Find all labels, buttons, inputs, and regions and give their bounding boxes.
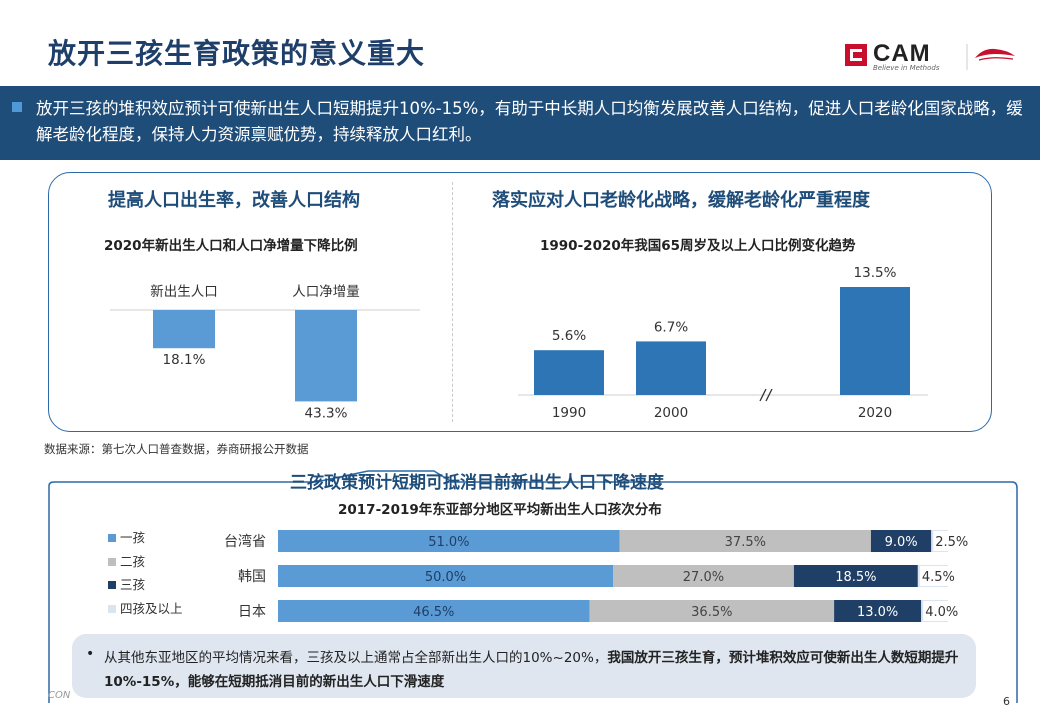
top-panel — [48, 172, 992, 432]
left-subheading: 2020年新出生人口和人口净增量下降比例 — [104, 238, 358, 254]
legend-label: 四孩及以上 — [120, 601, 183, 616]
tick-label: 2020 — [858, 405, 892, 421]
panel-divider — [452, 182, 453, 422]
bar-segment — [834, 600, 922, 622]
category-label: 人口净增量 — [292, 284, 360, 300]
bottom-heading: 三孩政策预计短期可抵消目前新出生人口下降速度 — [290, 473, 664, 493]
axis-break-mark — [759, 388, 767, 402]
legend-label: 三孩 — [120, 577, 145, 592]
page-number: 6 — [1003, 695, 1010, 708]
left-heading: 提高人口出生率，改善人口结构 — [108, 190, 360, 211]
square-bullet-icon — [12, 102, 22, 112]
legend-swatch — [108, 534, 116, 542]
legend-swatch — [108, 581, 116, 589]
bar-segment — [870, 530, 932, 552]
bottom-panel-frame — [48, 470, 1018, 703]
data-label: 50.0% — [425, 570, 466, 585]
data-label: 18.5% — [835, 570, 876, 585]
right-subheading: 1990-2020年我国65周岁及以上人口比例变化趋势 — [540, 238, 856, 254]
bar — [534, 350, 604, 395]
page-title: 放开三孩生育政策的意义重大 — [48, 37, 426, 70]
data-label: 2.5% — [935, 535, 968, 550]
logo-subtitle: Believe in Methods — [873, 64, 940, 72]
data-source: 数据来源：第七次人口普查数据，券商研报公开数据 — [44, 442, 309, 456]
legend-label: 一孩 — [120, 530, 145, 545]
bar-segment — [619, 530, 871, 552]
bar-segment — [278, 530, 620, 552]
callout-text: 从其他东亚地区的平均情况来看，三孩及以上通常占全部新出生人口的10%~20%，我… — [104, 646, 964, 694]
data-label: 46.5% — [413, 605, 454, 620]
data-label: 37.5% — [725, 535, 766, 550]
label-background — [923, 601, 964, 621]
data-label: 9.0% — [885, 535, 918, 550]
label-background — [933, 531, 974, 551]
label-background — [919, 566, 960, 586]
car-logo-icon — [966, 44, 1015, 70]
bar-segment — [278, 600, 590, 622]
axis-break-mark — [765, 388, 773, 402]
bar-segment — [589, 600, 835, 622]
data-label: 43.3% — [305, 405, 348, 421]
callout-bullet: • — [86, 646, 95, 662]
legend-swatch — [108, 605, 116, 613]
tick-label: 1990 — [552, 405, 586, 421]
data-label: 18.1% — [163, 352, 206, 368]
data-label: 27.0% — [683, 570, 724, 585]
summary-text: 放开三孩的堆积效应预计可使新出生人口短期提升10%-15%，有助于中长期人口均衡… — [36, 99, 1023, 144]
data-label: 36.5% — [691, 605, 732, 620]
decline-bar-chart: 新出生人口 18.1% 人口净增量 43.3% — [110, 284, 420, 421]
aging-bar-chart: 5.6% 1990 6.7% 2000 13.5% 2020 — [518, 265, 928, 421]
cam-mark-icon — [845, 44, 867, 66]
data-label: 4.5% — [922, 570, 955, 585]
tick-label: 2000 — [654, 405, 688, 421]
data-label: 6.7% — [654, 319, 688, 335]
summary-band — [0, 86, 1040, 160]
bar-segment — [793, 565, 918, 587]
birth-order-chart: 台湾省 51.0% 37.5% 9.0% 2.5% 韩国 50.0% 27.0% 18.5% 4.… — [108, 530, 974, 622]
category-label: 韩国 — [238, 569, 266, 585]
brand-logo: CAM Believe in Methods — [845, 40, 1025, 74]
legend-swatch — [108, 558, 116, 566]
callout-box — [72, 634, 976, 698]
callout-bold: 我国放开三孩生育，预计堆积效应可使新出生人数短期提升10%-15%，能够在短期抵… — [104, 650, 959, 690]
data-label: 51.0% — [428, 535, 469, 550]
data-label: 13.5% — [854, 265, 897, 281]
footer-mark: CON — [48, 690, 71, 701]
legend-label: 二孩 — [120, 554, 145, 569]
bar — [295, 310, 357, 402]
bar — [840, 287, 910, 395]
bar — [636, 341, 706, 395]
callout-plain: 从其他东亚地区的平均情况来看，三孩及以上通常占全部新出生人口的10%~20%， — [104, 650, 608, 666]
data-label: 4.0% — [925, 605, 958, 620]
logo-text: CAM — [873, 40, 931, 67]
category-label: 台湾省 — [224, 533, 266, 550]
bar-segment — [613, 565, 794, 587]
category-label: 新出生人口 — [150, 284, 218, 300]
bar — [153, 310, 215, 349]
bottom-subheading: 2017-2019年东亚部分地区平均新出生人口孩次分布 — [338, 502, 662, 518]
data-label: 13.0% — [857, 605, 898, 620]
category-label: 日本 — [238, 604, 266, 620]
data-label: 5.6% — [552, 328, 586, 344]
right-heading: 落实应对人口老龄化战略，缓解老龄化严重程度 — [492, 190, 870, 211]
bar-segment — [278, 565, 613, 587]
